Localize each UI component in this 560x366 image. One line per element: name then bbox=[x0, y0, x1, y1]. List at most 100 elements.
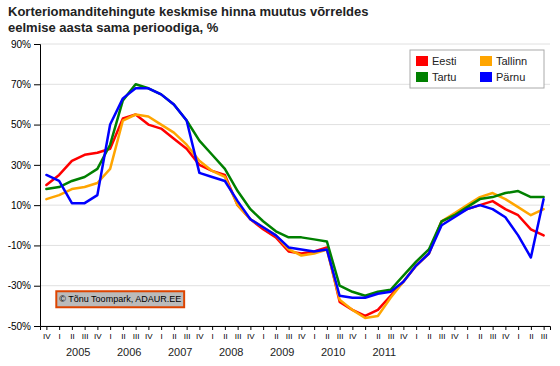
x-tick-label: I bbox=[59, 332, 61, 341]
x-tick-mark bbox=[505, 326, 506, 330]
y-tick-mark bbox=[34, 326, 40, 327]
x-tick: II bbox=[478, 326, 482, 341]
x-axis-line bbox=[41, 327, 551, 331]
x-tick-mark bbox=[110, 326, 111, 330]
x-tick-mark bbox=[531, 326, 532, 330]
x-tick: IV bbox=[502, 326, 510, 341]
x-axis: IVIIIIIIIVIIIIIIIVIIIIIIIVIIIIIIIVIIIIII… bbox=[41, 326, 551, 341]
x-tick-label: III bbox=[388, 332, 395, 341]
x-tick: IV bbox=[247, 326, 255, 341]
x-tick-label: I bbox=[365, 332, 367, 341]
y-tick: -10% bbox=[8, 240, 40, 251]
x-tick-label: II bbox=[376, 332, 380, 341]
y-tick-label: 90% bbox=[11, 39, 31, 50]
chart: Korteriomanditehingute keskmise hinna mu… bbox=[0, 0, 560, 366]
legend-item: Pärnu bbox=[480, 71, 525, 83]
x-tick-label: II bbox=[478, 332, 482, 341]
y-tick-mark bbox=[34, 205, 40, 206]
x-tick-mark bbox=[72, 326, 73, 330]
annotations: 2005200620072008200920102011© Tõnu Toomp… bbox=[56, 291, 396, 358]
x-tick-mark bbox=[454, 326, 455, 330]
y-tick: 50% bbox=[11, 119, 40, 130]
legend-box bbox=[410, 50, 544, 88]
y-axis-line bbox=[34, 45, 41, 327]
y-tick: 30% bbox=[11, 160, 40, 171]
x-tick-label: III bbox=[490, 332, 497, 341]
year-label: 2009 bbox=[270, 346, 294, 358]
x-tick: IV bbox=[145, 326, 153, 341]
x-tick-mark bbox=[518, 326, 519, 330]
y-tick-label: -30% bbox=[8, 280, 31, 291]
x-tick-label: III bbox=[541, 332, 548, 341]
legend-item: Eesti bbox=[416, 55, 456, 67]
x-tick: I bbox=[467, 326, 469, 341]
x-tick-label: III bbox=[184, 332, 191, 341]
x-tick-mark bbox=[238, 326, 239, 330]
x-tick-mark bbox=[352, 326, 353, 330]
x-tick-label: II bbox=[529, 332, 533, 341]
x-tick-label: II bbox=[274, 332, 278, 341]
x-tick: II bbox=[121, 326, 125, 341]
y-tick-mark bbox=[34, 44, 40, 45]
x-tick: I bbox=[110, 326, 112, 341]
x-tick-mark bbox=[378, 326, 379, 330]
y-tick: -50% bbox=[8, 321, 40, 332]
x-tick-mark bbox=[480, 326, 481, 330]
x-tick-mark bbox=[276, 326, 277, 330]
legend-label: Tartu bbox=[432, 71, 456, 83]
x-tick-label: II bbox=[427, 332, 431, 341]
y-tick-mark bbox=[34, 165, 40, 166]
x-tick: IV bbox=[400, 326, 408, 341]
x-tick-mark bbox=[327, 326, 328, 330]
x-tick-label: IV bbox=[400, 332, 408, 341]
x-tick: III bbox=[286, 326, 293, 341]
x-tick-mark bbox=[97, 326, 98, 330]
legend-item: Tallinn bbox=[480, 55, 527, 67]
x-tick: III bbox=[337, 326, 344, 341]
x-tick: III bbox=[82, 326, 89, 341]
x-tick-label: I bbox=[161, 332, 163, 341]
y-tick-mark bbox=[34, 245, 40, 246]
y-tick-label: 50% bbox=[11, 119, 31, 130]
x-tick: IV bbox=[349, 326, 357, 341]
x-tick: I bbox=[416, 326, 418, 341]
y-tick-mark bbox=[34, 286, 40, 287]
x-tick-mark bbox=[467, 326, 468, 330]
x-tick-label: III bbox=[439, 332, 446, 341]
x-tick-label: I bbox=[110, 332, 112, 341]
x-tick: II bbox=[376, 326, 380, 341]
x-tick: II bbox=[427, 326, 431, 341]
series-line bbox=[46, 84, 543, 296]
x-tick-label: II bbox=[172, 332, 176, 341]
x-tick-label: I bbox=[416, 332, 418, 341]
year-label: 2007 bbox=[168, 346, 192, 358]
year-label: 2010 bbox=[321, 346, 345, 358]
y-tick-label: -50% bbox=[8, 321, 31, 332]
x-tick-mark bbox=[403, 326, 404, 330]
x-tick-mark bbox=[161, 326, 162, 330]
x-tick-label: I bbox=[518, 332, 520, 341]
x-tick-label: II bbox=[70, 332, 74, 341]
x-tick: I bbox=[263, 326, 265, 341]
x-tick-label: III bbox=[235, 332, 242, 341]
x-tick: III bbox=[388, 326, 395, 341]
series-line bbox=[46, 88, 543, 297]
series-line bbox=[46, 115, 543, 316]
x-tick-label: I bbox=[314, 332, 316, 341]
x-tick: III bbox=[541, 326, 548, 341]
legend-label: Eesti bbox=[432, 55, 456, 67]
x-tick: I bbox=[59, 326, 61, 341]
y-tick: -30% bbox=[8, 280, 40, 291]
y-tick-mark bbox=[34, 84, 40, 85]
y-tick: 10% bbox=[11, 200, 40, 211]
x-tick-label: II bbox=[325, 332, 329, 341]
y-tick-label: -10% bbox=[8, 240, 31, 251]
x-tick: IV bbox=[94, 326, 102, 341]
x-tick-mark bbox=[148, 326, 149, 330]
series-line bbox=[46, 115, 543, 318]
x-tick-mark bbox=[263, 326, 264, 330]
x-tick-mark bbox=[301, 326, 302, 330]
x-tick: II bbox=[529, 326, 533, 341]
x-tick-label: I bbox=[212, 332, 214, 341]
y-tick-label: 70% bbox=[11, 79, 31, 90]
